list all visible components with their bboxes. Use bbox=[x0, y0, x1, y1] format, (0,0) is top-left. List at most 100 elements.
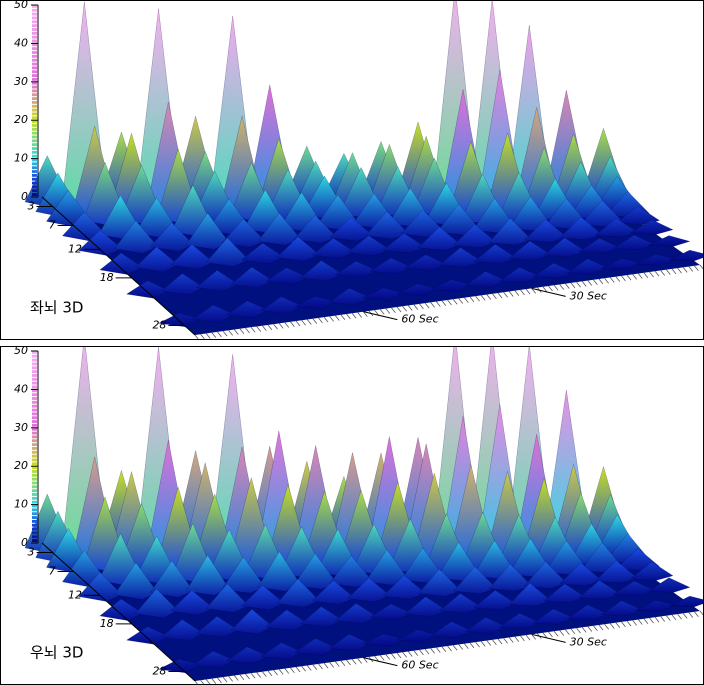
edge-hatch bbox=[548, 631, 553, 638]
edge-hatch bbox=[329, 662, 334, 668]
edge-hatch bbox=[621, 621, 626, 628]
colorbar-segment bbox=[32, 58, 37, 62]
edge-hatch bbox=[233, 329, 239, 335]
edge-hatch bbox=[312, 318, 318, 324]
edge-hatch bbox=[430, 302, 435, 308]
edge-hatch bbox=[351, 312, 357, 319]
edge-hatch bbox=[278, 323, 284, 329]
edge-hatch bbox=[301, 319, 306, 326]
colorbar-segment bbox=[32, 481, 37, 485]
colorbar-segment bbox=[32, 81, 37, 85]
edge-hatch bbox=[430, 648, 435, 654]
colorbar-segment bbox=[32, 5, 37, 8]
edge-hatch bbox=[492, 639, 497, 646]
z-tick-label: 40 bbox=[14, 36, 28, 49]
colorbar-segment bbox=[32, 77, 37, 81]
panel: 0 10 20 30 40 50 3 7 12 18 28 30 Sec 60 Sec 우뇌 3D bbox=[0, 344, 704, 685]
colorbar-segment bbox=[32, 354, 37, 358]
edge-hatch bbox=[688, 266, 694, 272]
edge-hatch bbox=[329, 316, 334, 322]
edge-hatch bbox=[548, 285, 553, 292]
edge-hatch bbox=[306, 319, 312, 325]
edge-hatch bbox=[508, 637, 514, 643]
edge-hatch bbox=[615, 622, 621, 628]
edge-hatch bbox=[250, 672, 256, 679]
z-tick-label: 0 bbox=[21, 190, 28, 203]
colorbar-segment bbox=[32, 43, 37, 47]
freq-tick-label: 12 bbox=[68, 242, 82, 255]
edge-hatch bbox=[576, 627, 581, 634]
edge-hatch bbox=[391, 653, 396, 660]
colorbar-segment bbox=[32, 139, 37, 143]
surface-spike bbox=[629, 561, 674, 581]
colorbar-segment bbox=[32, 435, 37, 439]
colorbar-segment bbox=[32, 12, 37, 16]
edge-hatch bbox=[452, 298, 458, 305]
colorbar-segment bbox=[32, 416, 37, 420]
edge-hatch bbox=[604, 277, 609, 284]
edge-hatch bbox=[205, 679, 211, 684]
z-tick-label: 10 bbox=[14, 498, 28, 511]
colorbar-segment bbox=[32, 420, 37, 423]
edge-hatch bbox=[503, 291, 508, 298]
edge-hatch bbox=[447, 645, 452, 652]
edge-hatch bbox=[217, 331, 222, 338]
edge-hatch bbox=[323, 662, 329, 669]
edge-hatch bbox=[402, 305, 407, 312]
colorbar-segment bbox=[32, 512, 37, 516]
edge-hatch bbox=[542, 632, 548, 639]
colorbar-segment bbox=[32, 489, 37, 493]
colorbar-segment bbox=[32, 377, 37, 381]
colorbar-segment bbox=[32, 500, 37, 504]
edge-hatch bbox=[396, 652, 402, 659]
freq-tick-label: 7 bbox=[49, 565, 56, 578]
edge-hatch bbox=[419, 303, 424, 310]
colorbar-segment bbox=[32, 28, 37, 31]
colorbar-segment bbox=[32, 166, 37, 170]
edge-hatch bbox=[565, 283, 570, 289]
colorbar-segment bbox=[32, 374, 37, 377]
colorbar-segment bbox=[32, 462, 37, 466]
edge-hatch bbox=[407, 305, 413, 311]
freq-tick-label: 3 bbox=[28, 200, 35, 213]
edge-hatch bbox=[205, 333, 211, 339]
surface-spike bbox=[648, 235, 691, 247]
time-tick bbox=[363, 311, 398, 321]
edge-hatch bbox=[273, 323, 278, 330]
edge-hatch bbox=[267, 324, 273, 331]
edge-hatch bbox=[323, 316, 329, 323]
z-tick-label: 50 bbox=[14, 0, 28, 11]
colorbar-segment bbox=[32, 112, 37, 116]
colorbar-segment bbox=[32, 143, 37, 147]
edge-hatch bbox=[570, 628, 576, 635]
colorbar-segment bbox=[32, 477, 37, 481]
edge-hatch bbox=[587, 280, 593, 286]
edge-hatch bbox=[374, 655, 379, 662]
time-tick-label: 30 Sec bbox=[570, 289, 607, 302]
edge-hatch bbox=[256, 672, 262, 678]
freq-tick-label: 28 bbox=[152, 664, 166, 677]
edge-hatch bbox=[486, 640, 492, 646]
edge-hatch bbox=[514, 636, 520, 642]
z-tick-label: 40 bbox=[14, 382, 28, 395]
z-tick-label: 30 bbox=[14, 75, 28, 88]
colorbar-segment bbox=[32, 70, 37, 74]
edge-hatch bbox=[391, 307, 396, 314]
freq-axis bbox=[41, 542, 196, 682]
edge-hatch bbox=[480, 641, 486, 647]
colorbar-segment bbox=[32, 131, 37, 135]
colorbar-segment bbox=[32, 431, 37, 435]
edge-hatch bbox=[576, 281, 581, 288]
edge-hatch bbox=[424, 648, 430, 655]
edge-hatch bbox=[295, 666, 301, 673]
edge-hatch bbox=[637, 619, 643, 625]
edge-hatch bbox=[346, 659, 351, 666]
colorbar-segment bbox=[32, 516, 37, 519]
freq-tick-label: 18 bbox=[100, 271, 114, 284]
edge-hatch bbox=[615, 276, 621, 282]
plot-area bbox=[24, 1, 703, 339]
colorbar-segment bbox=[32, 504, 37, 508]
colorbar-segment bbox=[32, 366, 37, 370]
colorbar-segment bbox=[32, 35, 37, 39]
edge-hatch bbox=[222, 330, 228, 337]
